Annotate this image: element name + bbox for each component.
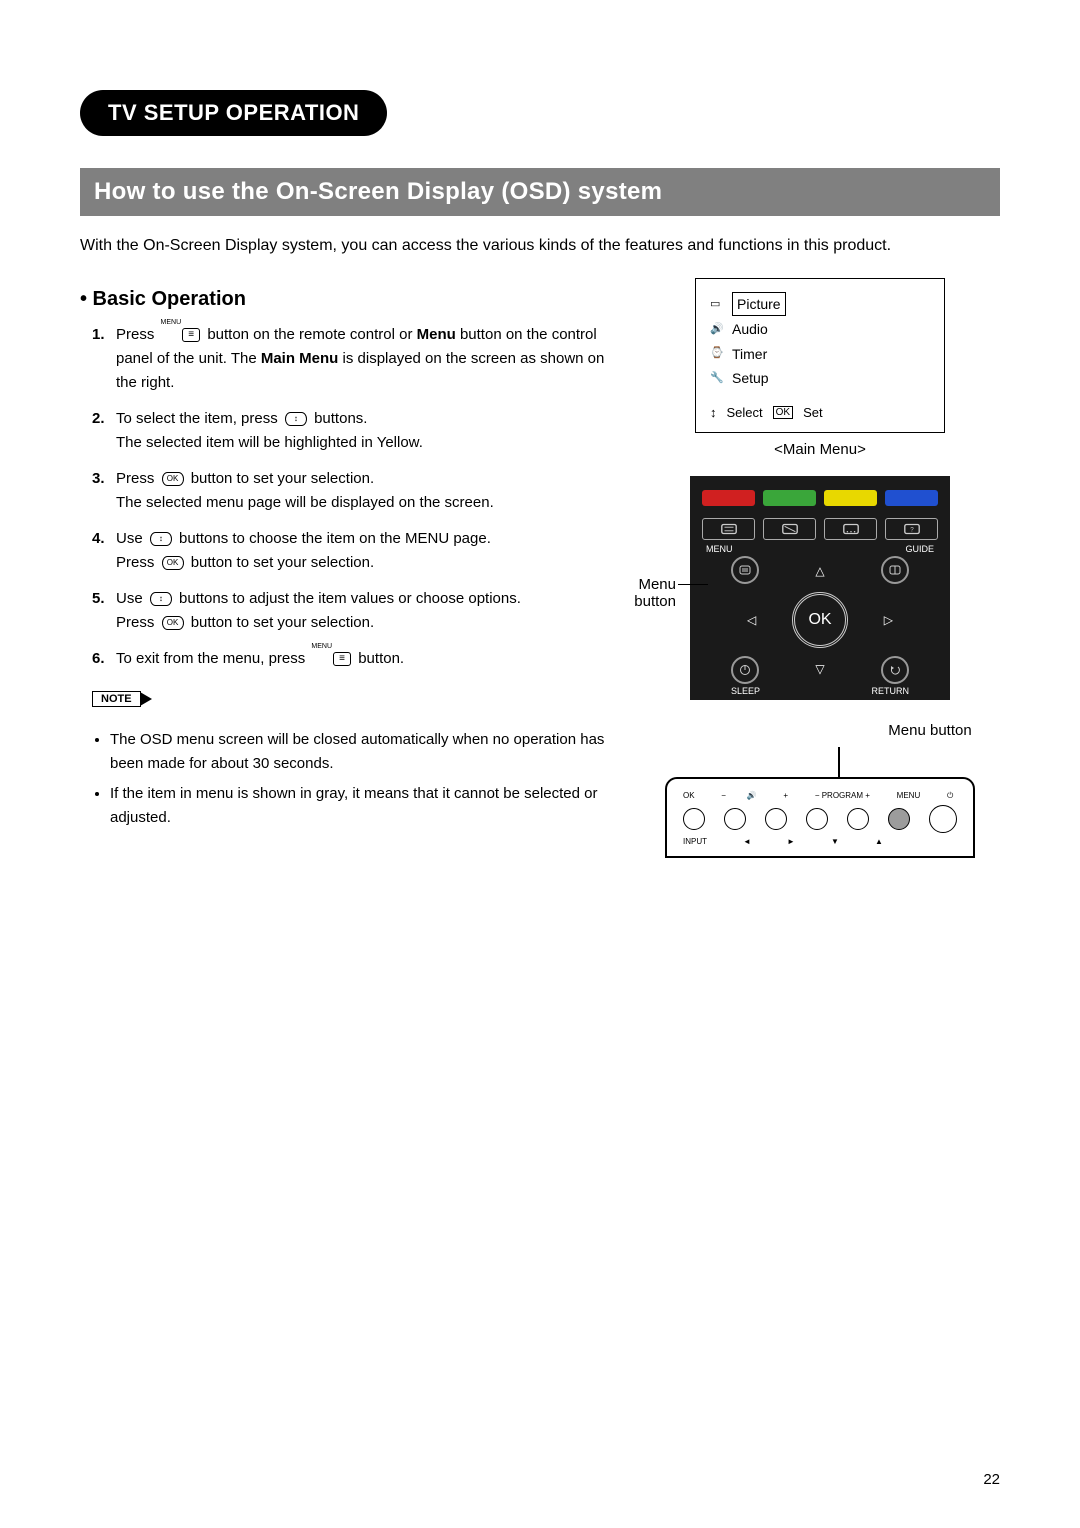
content-columns: • Basic Operation Press MENU button on t…	[80, 278, 1000, 858]
panel-power-button	[929, 805, 957, 833]
panel-prog-up-button	[847, 808, 869, 830]
setup-icon: 🔧	[710, 373, 724, 384]
picture-icon: ▭	[710, 299, 724, 310]
ring-button	[702, 518, 755, 540]
notes-list: The OSD menu screen will be closed autom…	[80, 728, 620, 830]
intro-paragraph: With the On-Screen Display system, you c…	[80, 234, 1000, 258]
menu-superscript: MENU	[311, 641, 332, 652]
osd-item-picture: ▭ Picture	[710, 291, 930, 317]
panel-top-labels: OK − 🔊 + − PROGRAM + MENU ⏻	[683, 791, 957, 801]
tv-panel-illustration: OK − 🔊 + − PROGRAM + MENU ⏻	[665, 777, 975, 858]
panel-ok-button	[683, 808, 705, 830]
panel-vol-up-button	[765, 808, 787, 830]
sleep-corner-button	[731, 656, 759, 684]
basic-operation-heading: • Basic Operation	[80, 288, 620, 311]
note-item: If the item in menu is shown in gray, it…	[110, 782, 620, 830]
updown-icon: ↕	[710, 405, 717, 420]
updown-icon: ↕	[150, 532, 172, 546]
manual-page: TV SETUP OPERATION How to use the On-Scr…	[0, 0, 1080, 1528]
ok-icon: OK	[162, 472, 184, 486]
step-1: Press MENU button on the remote control …	[92, 323, 620, 395]
menu-superscript: MENU	[161, 317, 182, 328]
timer-icon: ⌚	[710, 348, 724, 359]
panel-menu-caption: Menu button	[750, 722, 1080, 739]
panel-menu-button	[888, 808, 910, 830]
step-6: To exit from the menu, press MENU button…	[92, 647, 620, 671]
yellow-button	[824, 490, 877, 506]
down-arrow-icon: ▽	[815, 662, 824, 676]
updown-icon: ↕	[150, 592, 172, 606]
color-buttons-row	[702, 490, 938, 506]
green-button	[763, 490, 816, 506]
step-2: To select the item, press ↕ buttons. The…	[92, 407, 620, 455]
menu-button-icon	[333, 652, 351, 666]
ring-button	[763, 518, 816, 540]
page-number: 22	[983, 1471, 1000, 1488]
pointer-line	[678, 584, 708, 586]
panel-vol-down-button	[724, 808, 746, 830]
ok-button: OK	[792, 592, 848, 648]
return-corner-button	[881, 656, 909, 684]
topic-title: How to use the On-Screen Display (OSD) s…	[80, 168, 1000, 216]
ring-button: ?	[885, 518, 938, 540]
instructions-column: • Basic Operation Press MENU button on t…	[80, 278, 620, 858]
blue-button	[885, 490, 938, 506]
note-item: The OSD menu screen will be closed autom…	[110, 728, 620, 776]
step-5: Use ↕ buttons to adjust the item values …	[92, 587, 620, 635]
steps-list: Press MENU button on the remote control …	[92, 323, 620, 671]
audio-icon: 🔊	[710, 324, 724, 335]
dpad: SLEEP RETURN △ ▽ ◁ ▷ OK	[735, 560, 905, 680]
ring-button	[824, 518, 877, 540]
osd-footer: ↕ Select OKSet	[710, 405, 930, 420]
right-arrow-icon: ▷	[884, 613, 893, 627]
menu-corner-button	[731, 556, 759, 584]
osd-item-setup: 🔧 Setup	[710, 366, 930, 390]
menu-button-icon	[182, 328, 200, 342]
main-menu-caption: <Main Menu>	[774, 441, 866, 458]
ok-icon: OK	[162, 556, 184, 570]
ok-icon: OK	[162, 616, 184, 630]
up-arrow-icon: △	[815, 564, 824, 578]
illustration-column: ▭ Picture 🔊 Audio ⌚ Timer 🔧 Setup	[640, 278, 1000, 858]
panel-bottom-labels: INPUT ◄ ► ▼ ▲	[683, 837, 957, 846]
left-arrow-icon: ◁	[747, 613, 756, 627]
red-button	[702, 490, 755, 506]
panel-buttons	[683, 805, 957, 833]
osd-menu-illustration: ▭ Picture 🔊 Audio ⌚ Timer 🔧 Setup	[695, 278, 945, 433]
updown-icon: ↕	[285, 412, 307, 426]
step-3: Press OK button to set your selection. T…	[92, 467, 620, 515]
osd-item-timer: ⌚ Timer	[710, 342, 930, 366]
osd-item-audio: 🔊 Audio	[710, 317, 930, 341]
guide-corner-button	[881, 556, 909, 584]
remote-illustration: Menu button ? MENU	[690, 476, 950, 700]
panel-prog-down-button	[806, 808, 828, 830]
remote-menu-label: Menu button	[612, 576, 676, 610]
ring-button-row: ?	[702, 518, 938, 540]
ok-box-icon: OK	[773, 406, 793, 419]
power-icon: ⏻	[947, 791, 957, 801]
pointer-line	[838, 747, 840, 777]
step-4: Use ↕ buttons to choose the item on the …	[92, 527, 620, 575]
section-title: TV SETUP OPERATION	[80, 90, 387, 136]
svg-text:?: ?	[910, 526, 914, 533]
remote-top-labels: MENU GUIDE	[702, 544, 938, 554]
note-badge: NOTE	[92, 691, 141, 707]
